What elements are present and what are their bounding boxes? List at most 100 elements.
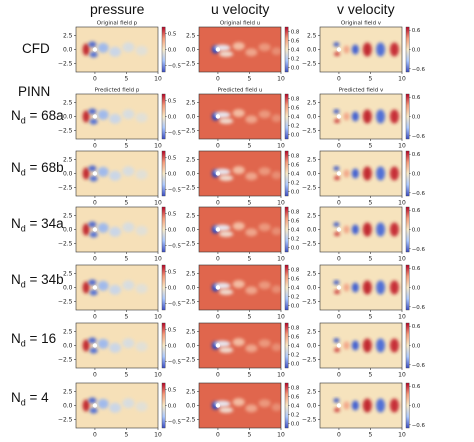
y-tick-label: −2.5 bbox=[302, 417, 317, 424]
heatmap-panel-r6-c2: 2.5 0.0 −2.5 0 5 10 0.6 0.0 −0.6 bbox=[302, 382, 426, 439]
y-tick-label: 0.0 bbox=[63, 285, 73, 292]
colorbar-tick-label: 0.6 bbox=[412, 266, 421, 272]
colorbar bbox=[405, 93, 410, 140]
x-tick-label: 10 bbox=[154, 432, 162, 439]
x-tick-label: 10 bbox=[398, 256, 406, 263]
heatmap-panel-r5-c1: 2.5 0.0 −2.5 0 5 10 0.8 0.6 0.4 0.2 0.0 bbox=[181, 322, 300, 379]
x-tick-label: 5 bbox=[248, 143, 252, 150]
y-tick-label: 0.0 bbox=[186, 114, 196, 121]
x-tick-label: 0 bbox=[93, 372, 97, 379]
heatmap-panel-r1-c2: Predicted field v 2.5 0.0 −2.5 0 5 10 0.6 0.0 −0.… bbox=[302, 88, 426, 150]
colorbar-tick-label: 0.6 bbox=[291, 163, 300, 169]
x-tick-label: 0 bbox=[337, 372, 341, 379]
colorbar-tick-label: 0.0 bbox=[412, 228, 421, 234]
colorbar-tick-label: 0.8 bbox=[291, 154, 300, 160]
field-blob bbox=[351, 282, 359, 293]
field-blob bbox=[334, 51, 341, 57]
field-blob bbox=[376, 222, 386, 237]
x-tick-label: 10 bbox=[154, 372, 162, 379]
colorbar-tick-label: 0.4 bbox=[291, 228, 300, 234]
y-tick-label: 0.0 bbox=[63, 343, 73, 350]
colorbar bbox=[284, 264, 289, 311]
field-blob bbox=[258, 399, 271, 408]
field-blob bbox=[376, 42, 386, 57]
field-blob bbox=[351, 44, 359, 55]
cylinder-marker bbox=[215, 343, 221, 348]
field-blob bbox=[334, 347, 341, 353]
colorbar-tick-label: −0.6 bbox=[412, 134, 426, 140]
field-blob bbox=[135, 225, 148, 236]
heatmap-panel-r5-c2: 2.5 0.0 −2.5 0 5 10 0.6 0.0 −0.6 bbox=[302, 322, 426, 379]
y-tick-label: 2.5 bbox=[63, 388, 73, 395]
x-tick-label: 0 bbox=[216, 314, 220, 321]
y-tick-label: 0.0 bbox=[63, 114, 73, 121]
x-tick-label: 0 bbox=[93, 314, 97, 321]
y-tick-label: 2.5 bbox=[63, 156, 73, 163]
field-blob bbox=[89, 289, 98, 296]
field-blob bbox=[271, 285, 281, 294]
column-title-pressure: pressure bbox=[90, 1, 145, 17]
field-blob bbox=[389, 280, 399, 295]
colorbar-tick-label: −0.6 bbox=[412, 363, 426, 369]
heatmap-panel-r2-c0: 2.5 0.0 −2.5 0 5 10 0.5 0.0 −0.5 bbox=[58, 150, 182, 207]
heatmap-panel-r3-c1: 2.5 0.0 −2.5 0 5 10 0.8 0.6 0.4 0.2 0.0 bbox=[181, 206, 300, 263]
y-tick-label: 0.0 bbox=[186, 343, 196, 350]
x-tick-label: 5 bbox=[248, 200, 252, 207]
row-label-0: CFD bbox=[22, 41, 50, 56]
field-blob bbox=[376, 109, 386, 124]
row-label-2: Nd = 68b bbox=[11, 160, 64, 178]
y-tick-label: 0.0 bbox=[186, 403, 196, 410]
cylinder-marker bbox=[336, 403, 342, 408]
field-blob bbox=[271, 47, 281, 56]
field-blob bbox=[89, 51, 98, 58]
field-blob bbox=[351, 224, 359, 235]
field-blob bbox=[271, 114, 281, 123]
y-tick-label: 2.5 bbox=[307, 270, 317, 277]
y-tick-label: 2.5 bbox=[186, 388, 196, 395]
y-tick-label: −2.5 bbox=[181, 241, 196, 248]
field-blob bbox=[258, 167, 271, 176]
field-blob bbox=[97, 222, 109, 233]
cylinder-marker bbox=[215, 47, 221, 52]
colorbar bbox=[405, 150, 410, 197]
cylinder-marker bbox=[215, 403, 221, 408]
field-background bbox=[320, 265, 402, 310]
colorbar-tick-label: 0.6 bbox=[412, 324, 421, 330]
panel-title: Original field u bbox=[220, 21, 260, 27]
field-background bbox=[320, 151, 402, 196]
field-blob bbox=[362, 398, 372, 413]
colorbar-tick-label: 0.6 bbox=[291, 106, 300, 112]
colorbar-tick-label: 0.2 bbox=[291, 413, 300, 419]
colorbar-tick-label: 0.2 bbox=[291, 57, 300, 63]
colorbar-tick-label: 0.4 bbox=[291, 172, 300, 178]
field-blob bbox=[122, 109, 135, 120]
field-blob bbox=[333, 338, 340, 343]
colorbar-tick-label: 0.0 bbox=[412, 404, 421, 410]
field-blob bbox=[109, 402, 122, 413]
field-blob bbox=[97, 398, 109, 409]
y-tick-label: 0.0 bbox=[307, 403, 317, 410]
pinn-label: PINN bbox=[18, 84, 51, 99]
field-blob bbox=[343, 283, 350, 292]
field-blob bbox=[333, 222, 340, 227]
colorbar-tick-label: 0.2 bbox=[291, 295, 300, 301]
x-tick-label: 5 bbox=[125, 314, 129, 321]
colorbar-tick-label: −0.6 bbox=[412, 67, 426, 73]
heatmap-panel-r4-c1: 2.5 0.0 −2.5 0 5 10 0.8 0.6 0.4 0.2 0.0 bbox=[181, 264, 300, 321]
y-tick-label: 0.0 bbox=[307, 171, 317, 178]
heatmap-panel-r5-c0: 2.5 0.0 −2.5 0 5 10 0.5 0.0 −0.5 bbox=[58, 322, 182, 379]
field-blob bbox=[97, 338, 109, 349]
x-tick-label: 0 bbox=[216, 76, 220, 83]
colorbar-tick-label: −0.6 bbox=[412, 191, 426, 197]
field-blob bbox=[232, 338, 245, 347]
colorbar-tick-label: 0.6 bbox=[412, 152, 421, 158]
y-tick-label: 2.5 bbox=[186, 32, 196, 39]
heatmap-panel-r2-c1: 2.5 0.0 −2.5 0 5 10 0.8 0.6 0.4 0.2 0.0 bbox=[181, 150, 300, 207]
colorbar-tick-label: −0.6 bbox=[412, 247, 426, 253]
colorbar bbox=[161, 322, 166, 369]
field-blob bbox=[97, 280, 109, 291]
heatmap-panel-r0-c1: Original field u 2.5 0.0 −2.5 0 5 10 0.8 0.6 0.4 0… bbox=[181, 21, 300, 83]
y-tick-label: −2.5 bbox=[58, 299, 73, 306]
x-tick-label: 0 bbox=[93, 76, 97, 83]
